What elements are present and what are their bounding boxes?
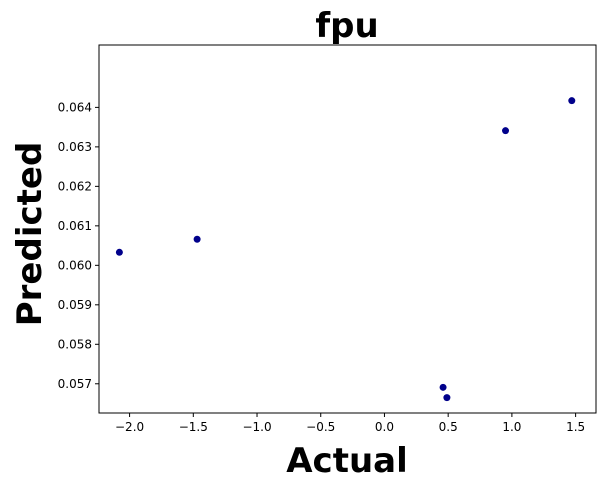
chart-title: fpu [315, 6, 378, 46]
y-tick-label: 0.059 [58, 298, 92, 312]
y-tick-label: 0.060 [58, 258, 92, 272]
y-tick-label: 0.061 [58, 219, 92, 233]
y-tick-label: 0.062 [58, 179, 92, 193]
scatter-point [443, 394, 451, 402]
x-tick-label: 1.0 [502, 420, 521, 434]
y-tick-label: 0.063 [58, 140, 92, 154]
scatter-point [439, 383, 447, 391]
x-tick-label: 0.5 [439, 420, 458, 434]
x-tick-label: −1.0 [242, 420, 271, 434]
y-tick-label: 0.058 [58, 337, 92, 351]
x-tick-label: 0.0 [375, 420, 394, 434]
y-tick-label: 0.057 [58, 377, 92, 391]
plot-area-frame [98, 44, 597, 414]
y-tick-label: 0.064 [58, 100, 92, 114]
x-tick-label: −0.5 [306, 420, 335, 434]
x-tick-label: −1.5 [179, 420, 208, 434]
scatter-point [115, 248, 123, 256]
y-axis-label: Predicted [10, 142, 50, 327]
scatter-point [502, 127, 510, 135]
x-tick-label: −2.0 [115, 420, 144, 434]
scatter-point [193, 235, 201, 243]
x-tick-label: 1.5 [566, 420, 585, 434]
scatter-point [568, 97, 576, 105]
x-axis-label: Actual [286, 441, 408, 481]
